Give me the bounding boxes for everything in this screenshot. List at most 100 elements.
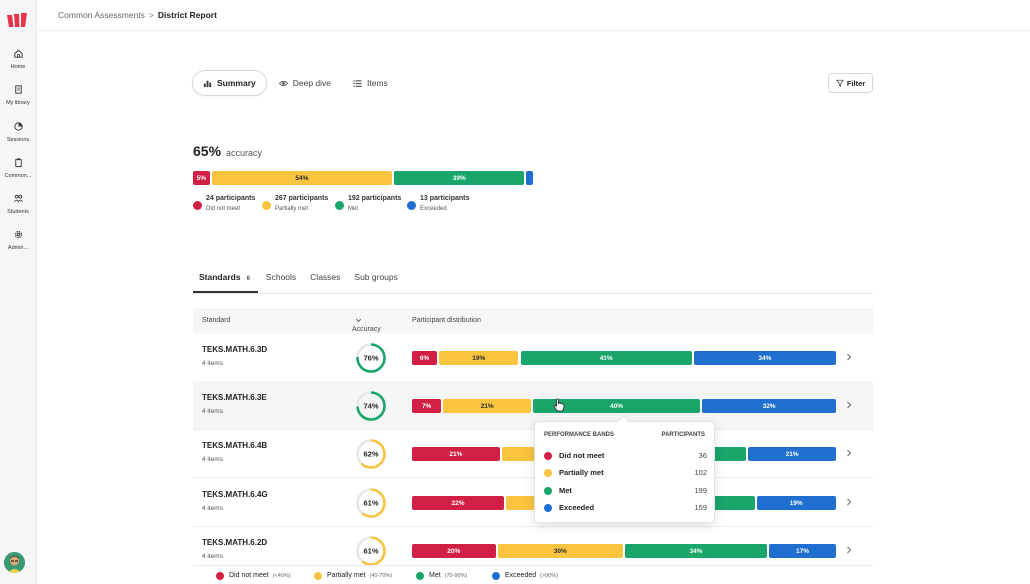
tooltip-row: Partially met 102 — [544, 467, 707, 479]
bar-segment-blue[interactable]: 17% — [769, 544, 836, 558]
summary-distribution-bar[interactable]: 5% 54% 39% — [193, 171, 533, 185]
tab-label: Schools — [265, 272, 297, 282]
accuracy-ring: 61% — [356, 536, 386, 566]
breadcrumb-parent-link[interactable]: Common Assessments — [58, 10, 145, 20]
accuracy-ring-arc — [356, 488, 386, 518]
sidebar-item-label: My library — [6, 100, 30, 106]
bar-segment-red[interactable]: 20% — [412, 544, 496, 558]
tooltip-band-value: 36 — [698, 451, 707, 460]
section-tabs: Standards 6 Schools Classes Sub groups — [193, 272, 406, 294]
accuracy-value: 65% — [193, 143, 222, 159]
filter-button[interactable]: Filter — [828, 73, 873, 93]
bar-segment-yellow[interactable]: 21% — [443, 399, 532, 413]
brand-logo-icon[interactable] — [6, 12, 28, 28]
band-dot-green — [416, 572, 424, 580]
chevron-right-icon[interactable] — [845, 448, 853, 458]
performance-bands-tooltip: PERFORMANCE BANDS PARTICIPANTS Did not m… — [534, 415, 715, 523]
sidebar-item-label: Common... — [4, 173, 32, 179]
tooltip-row: Exceeded 159 — [544, 502, 707, 514]
table-row[interactable]: TEKS.MATH.6.3E 4 items 74% 7% 21% 40% 32% — [193, 381, 873, 430]
bar-segment-red[interactable]: 22% — [412, 496, 504, 510]
legend-range: (>90%) — [540, 573, 559, 579]
bar-segment-red[interactable]: 21% — [412, 447, 500, 461]
user-avatar-icon — [4, 552, 25, 573]
table-row[interactable]: TEKS.MATH.6.4B 4 items 62% 21% 21% — [193, 429, 873, 478]
bar-segment-red[interactable]: 6% — [412, 351, 438, 365]
sidebar-item-label: Sessions — [6, 137, 30, 143]
chevron-right-icon[interactable] — [845, 352, 853, 362]
bar-segment-green[interactable]: 39% — [394, 171, 525, 185]
students-icon — [13, 194, 23, 203]
bar-segment-blue[interactable]: 21% — [748, 447, 836, 461]
tooltip-header-bands: PERFORMANCE BANDS — [544, 432, 615, 438]
clipboard-icon — [14, 158, 22, 168]
accuracy-label: accuracy — [226, 148, 263, 158]
chevron-right-icon[interactable] — [845, 400, 853, 410]
top-bar: Common Assessments > District Report — [37, 0, 1030, 31]
column-header-accuracy[interactable]: Accuracy — [352, 317, 381, 333]
participant-distribution-bar[interactable]: 6% 19% 41% 34% — [412, 351, 836, 365]
accuracy-value: 61% — [363, 547, 378, 556]
legend-met: 192 participants Met — [335, 195, 410, 215]
sidebar-item-my-library[interactable]: My library — [0, 84, 36, 106]
standard-name: TEKS.MATH.6.3E — [202, 393, 267, 402]
bar-segment-green[interactable]: 34% — [625, 544, 768, 558]
bar-segment-yellow[interactable]: 30% — [497, 544, 623, 558]
list-icon — [353, 79, 362, 87]
chevron-right-icon[interactable] — [845, 545, 853, 555]
sidebar-item-common[interactable]: Common... — [0, 157, 36, 179]
sidebar-item-home[interactable]: Home — [0, 48, 36, 70]
bar-segment-blue[interactable]: 34% — [693, 351, 836, 365]
sidebar-item-sessions[interactable]: Sessions — [0, 121, 36, 143]
sidebar-item-admin[interactable]: Admin... — [0, 229, 36, 251]
band-dot-yellow — [544, 469, 552, 477]
bar-segment-red[interactable]: 7% — [412, 399, 442, 413]
bar-segment-blue[interactable]: 32% — [702, 399, 836, 413]
tab-items[interactable]: Items — [343, 70, 398, 96]
band-dot-blue — [544, 504, 552, 512]
column-header-distribution: Participant distribution — [412, 317, 481, 324]
bar-segment-red[interactable]: 5% — [193, 171, 210, 185]
accuracy-ring: 76% — [356, 343, 386, 373]
bar-segment-green[interactable]: 41% — [520, 351, 692, 365]
avatar[interactable] — [4, 552, 25, 573]
tab-schools[interactable]: Schools — [260, 272, 302, 293]
tooltip-row: Met 199 — [544, 485, 707, 497]
band-dot-green — [544, 487, 552, 495]
legend-dot-blue — [407, 201, 416, 210]
chevron-right-icon[interactable] — [845, 497, 853, 507]
table-row[interactable]: TEKS.MATH.6.4G 4 items 61% 22% 19% — [193, 478, 873, 527]
tab-standards[interactable]: Standards 6 — [193, 272, 258, 293]
legend-range: (40-70%) — [369, 573, 393, 579]
accuracy-headline: 65% accuracy — [193, 143, 262, 159]
accuracy-value: 76% — [363, 354, 378, 363]
tab-count-badge: 6 — [246, 276, 250, 282]
tab-sub-groups[interactable]: Sub groups — [348, 272, 403, 293]
sidebar-item-students[interactable]: Students — [0, 193, 36, 215]
legend-count: 13 participants — [420, 195, 470, 202]
accuracy-ring-arc — [356, 391, 386, 421]
bar-segment-blue[interactable]: 19% — [756, 496, 836, 510]
standard-item-count: 4 items — [202, 408, 223, 415]
legend-name: Did not meet — [206, 206, 241, 212]
view-tabs: Summary Deep dive Items — [192, 70, 400, 96]
legend-did-not-meet: 24 participants Did not meet — [193, 195, 263, 215]
table-row[interactable]: TEKS.MATH.6.3D 4 items 76% 6% 19% 41% 34% — [193, 333, 873, 382]
bottom-legend: Did not meet (<40%) Partially met (40-70%)… — [193, 565, 873, 584]
participant-distribution-bar[interactable]: 20% 30% 34% 17% — [412, 544, 836, 558]
bar-segment-yellow[interactable]: 54% — [211, 171, 393, 185]
filter-icon — [835, 79, 844, 87]
standard-item-count: 4 items — [202, 505, 223, 512]
bar-segment-green[interactable]: 40% — [533, 399, 701, 413]
section-divider — [193, 293, 873, 294]
bar-segment-blue[interactable] — [526, 171, 533, 185]
bar-segment-yellow[interactable]: 19% — [439, 351, 519, 365]
tab-deep-dive[interactable]: Deep dive — [269, 70, 341, 96]
band-dot-blue — [492, 572, 500, 580]
tab-classes[interactable]: Classes — [304, 272, 346, 293]
tab-summary[interactable]: Summary — [192, 70, 267, 96]
breadcrumb: Common Assessments > District Report — [58, 10, 217, 20]
legend-name: Exceeded — [420, 206, 447, 212]
participant-distribution-bar[interactable]: 7% 21% 40% 32% — [412, 399, 836, 413]
